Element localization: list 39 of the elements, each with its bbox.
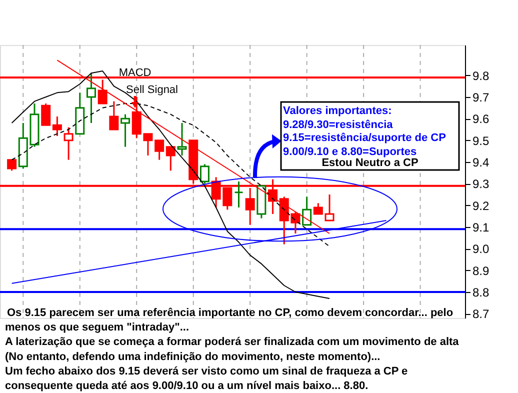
candlestick	[86, 72, 96, 124]
text: (No entanto, defendo uma indefinição do movimento, neste momento)...	[5, 350, 380, 363]
candlestick	[200, 163, 210, 184]
candlestick	[166, 146, 176, 172]
text: Um fecho abaixo dos 9.15 deverá ser visto como um sinal de fraqueza a CP e	[5, 365, 408, 378]
y-tick-label: 9.1	[472, 220, 490, 234]
candlestick	[154, 140, 164, 161]
annotation: 9.28/9.30=resistência	[283, 119, 394, 131]
y-tick-label: 9.4	[472, 156, 490, 170]
annotation: Os 9.15 parecem ser uma referência importante no CP, como devem concordar... pelo	[7, 307, 454, 319]
y-tick-label: 9.3	[472, 177, 490, 192]
annotation: 9.00/9.10 e 8.80=Suportes	[283, 146, 417, 158]
annotation: Sell Signal	[126, 84, 178, 96]
y-tick-label: 9.7	[472, 90, 490, 104]
y-tick-label: 9.0	[472, 242, 490, 256]
candlestick	[177, 122, 187, 156]
text: menos os que seguem "intraday"...	[5, 322, 190, 334]
candlestick	[41, 102, 51, 126]
candlestick	[324, 194, 334, 222]
text: A laterização que se começa a formar poderá ser finalizada com um movimento de alta	[5, 336, 460, 348]
y-tick-label: 9.8	[472, 68, 490, 83]
candlestick	[109, 100, 119, 130]
y-tick-label: 8.8	[472, 286, 490, 300]
candlestick	[313, 202, 323, 215]
candlestick	[7, 159, 17, 172]
y-tick-label: 8.9	[472, 264, 490, 278]
y-tick-label: 9.2	[472, 198, 490, 213]
candlestick	[302, 196, 312, 226]
y-tick-label: 9.6	[472, 112, 490, 126]
annotation: Valores importantes:	[283, 105, 392, 117]
annotation: 9.15=resistência/suporte de CP	[283, 132, 446, 144]
y-tick-label: 9.5	[472, 134, 490, 148]
text: consequente queda até aos 9.00/9.10 ou a um nível mais baixo... 8.80.	[5, 380, 368, 392]
candlestick	[52, 116, 62, 137]
candlestick	[120, 114, 130, 148]
annotation: MACD	[118, 67, 152, 79]
y-tick-label: 8.7	[472, 307, 490, 322]
annotation: Estou Neutro a CP	[322, 157, 418, 169]
candlestick	[234, 180, 244, 208]
